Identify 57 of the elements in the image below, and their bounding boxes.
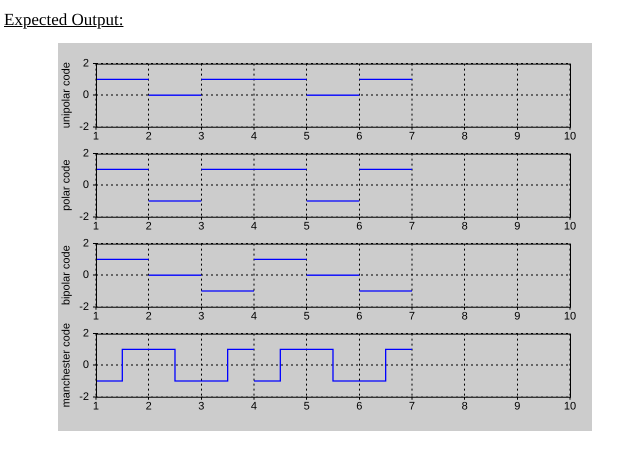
y-axis-title: bipolar code xyxy=(60,245,73,306)
y-tick-label: -2 xyxy=(79,300,89,313)
x-tick-label: 4 xyxy=(250,130,258,142)
x-tick-label: 10 xyxy=(564,220,576,232)
x-tick-label: 5 xyxy=(304,310,310,322)
x-tick-label: 2 xyxy=(146,130,152,142)
x-tick-label: 9 xyxy=(514,310,520,322)
x-tick-label: 9 xyxy=(514,220,520,232)
y-tick-label: -2 xyxy=(79,210,89,223)
x-tick-label: 6 xyxy=(356,400,362,412)
x-tick-label: 10 xyxy=(564,310,576,322)
chart-title: Expected Output: xyxy=(4,10,124,31)
y-tick-label: 2 xyxy=(82,328,89,340)
x-tick-label: 2 xyxy=(146,220,152,232)
y-axis-title: manchester code xyxy=(60,323,73,408)
y-tick-label: 2 xyxy=(82,58,89,70)
x-tick-label: 8 xyxy=(462,220,468,232)
y-tick-label: -2 xyxy=(79,120,89,133)
y-tick-label: 2 xyxy=(82,238,89,250)
x-tick-label: 9 xyxy=(514,400,520,412)
x-tick-label: 4 xyxy=(250,220,258,232)
x-tick-label: 7 xyxy=(408,310,416,322)
x-tick-label: 6 xyxy=(356,310,362,322)
y-tick-label: 0 xyxy=(82,359,89,372)
x-tick-label: 1 xyxy=(92,220,100,232)
x-tick-label: 10 xyxy=(564,400,576,412)
x-tick-label: 2 xyxy=(146,400,152,412)
y-tick-label: 2 xyxy=(82,148,89,160)
x-tick-label: 1 xyxy=(92,400,100,412)
x-tick-label: 8 xyxy=(462,130,468,142)
y-tick-label: 0 xyxy=(82,179,89,192)
x-tick-label: 8 xyxy=(462,310,468,322)
x-tick-label: 4 xyxy=(250,400,258,412)
x-tick-label: 3 xyxy=(198,220,204,232)
x-tick-label: 7 xyxy=(408,400,416,412)
x-tick-label: 10 xyxy=(564,130,576,142)
x-tick-label: 7 xyxy=(408,130,416,142)
x-tick-label: 3 xyxy=(198,400,204,412)
x-tick-label: 4 xyxy=(250,310,258,322)
y-axis-title: polar code xyxy=(60,160,73,211)
x-tick-label: 5 xyxy=(304,400,310,412)
y-tick-label: 0 xyxy=(82,89,89,102)
x-tick-label: 3 xyxy=(198,310,204,322)
y-axis-title: unipolar code xyxy=(60,62,73,128)
x-tick-label: 1 xyxy=(92,130,100,142)
x-tick-label: 2 xyxy=(146,310,152,322)
y-tick-label: 0 xyxy=(82,269,89,282)
x-tick-label: 7 xyxy=(408,220,416,232)
x-tick-label: 9 xyxy=(514,130,520,142)
x-tick-label: 3 xyxy=(198,130,204,142)
x-tick-label: 6 xyxy=(356,220,362,232)
y-tick-label: -2 xyxy=(79,390,89,403)
x-tick-label: 5 xyxy=(304,130,310,142)
x-tick-label: 6 xyxy=(356,130,362,142)
x-tick-label: 1 xyxy=(92,310,100,322)
x-tick-label: 8 xyxy=(462,400,468,412)
x-tick-label: 5 xyxy=(304,220,310,232)
